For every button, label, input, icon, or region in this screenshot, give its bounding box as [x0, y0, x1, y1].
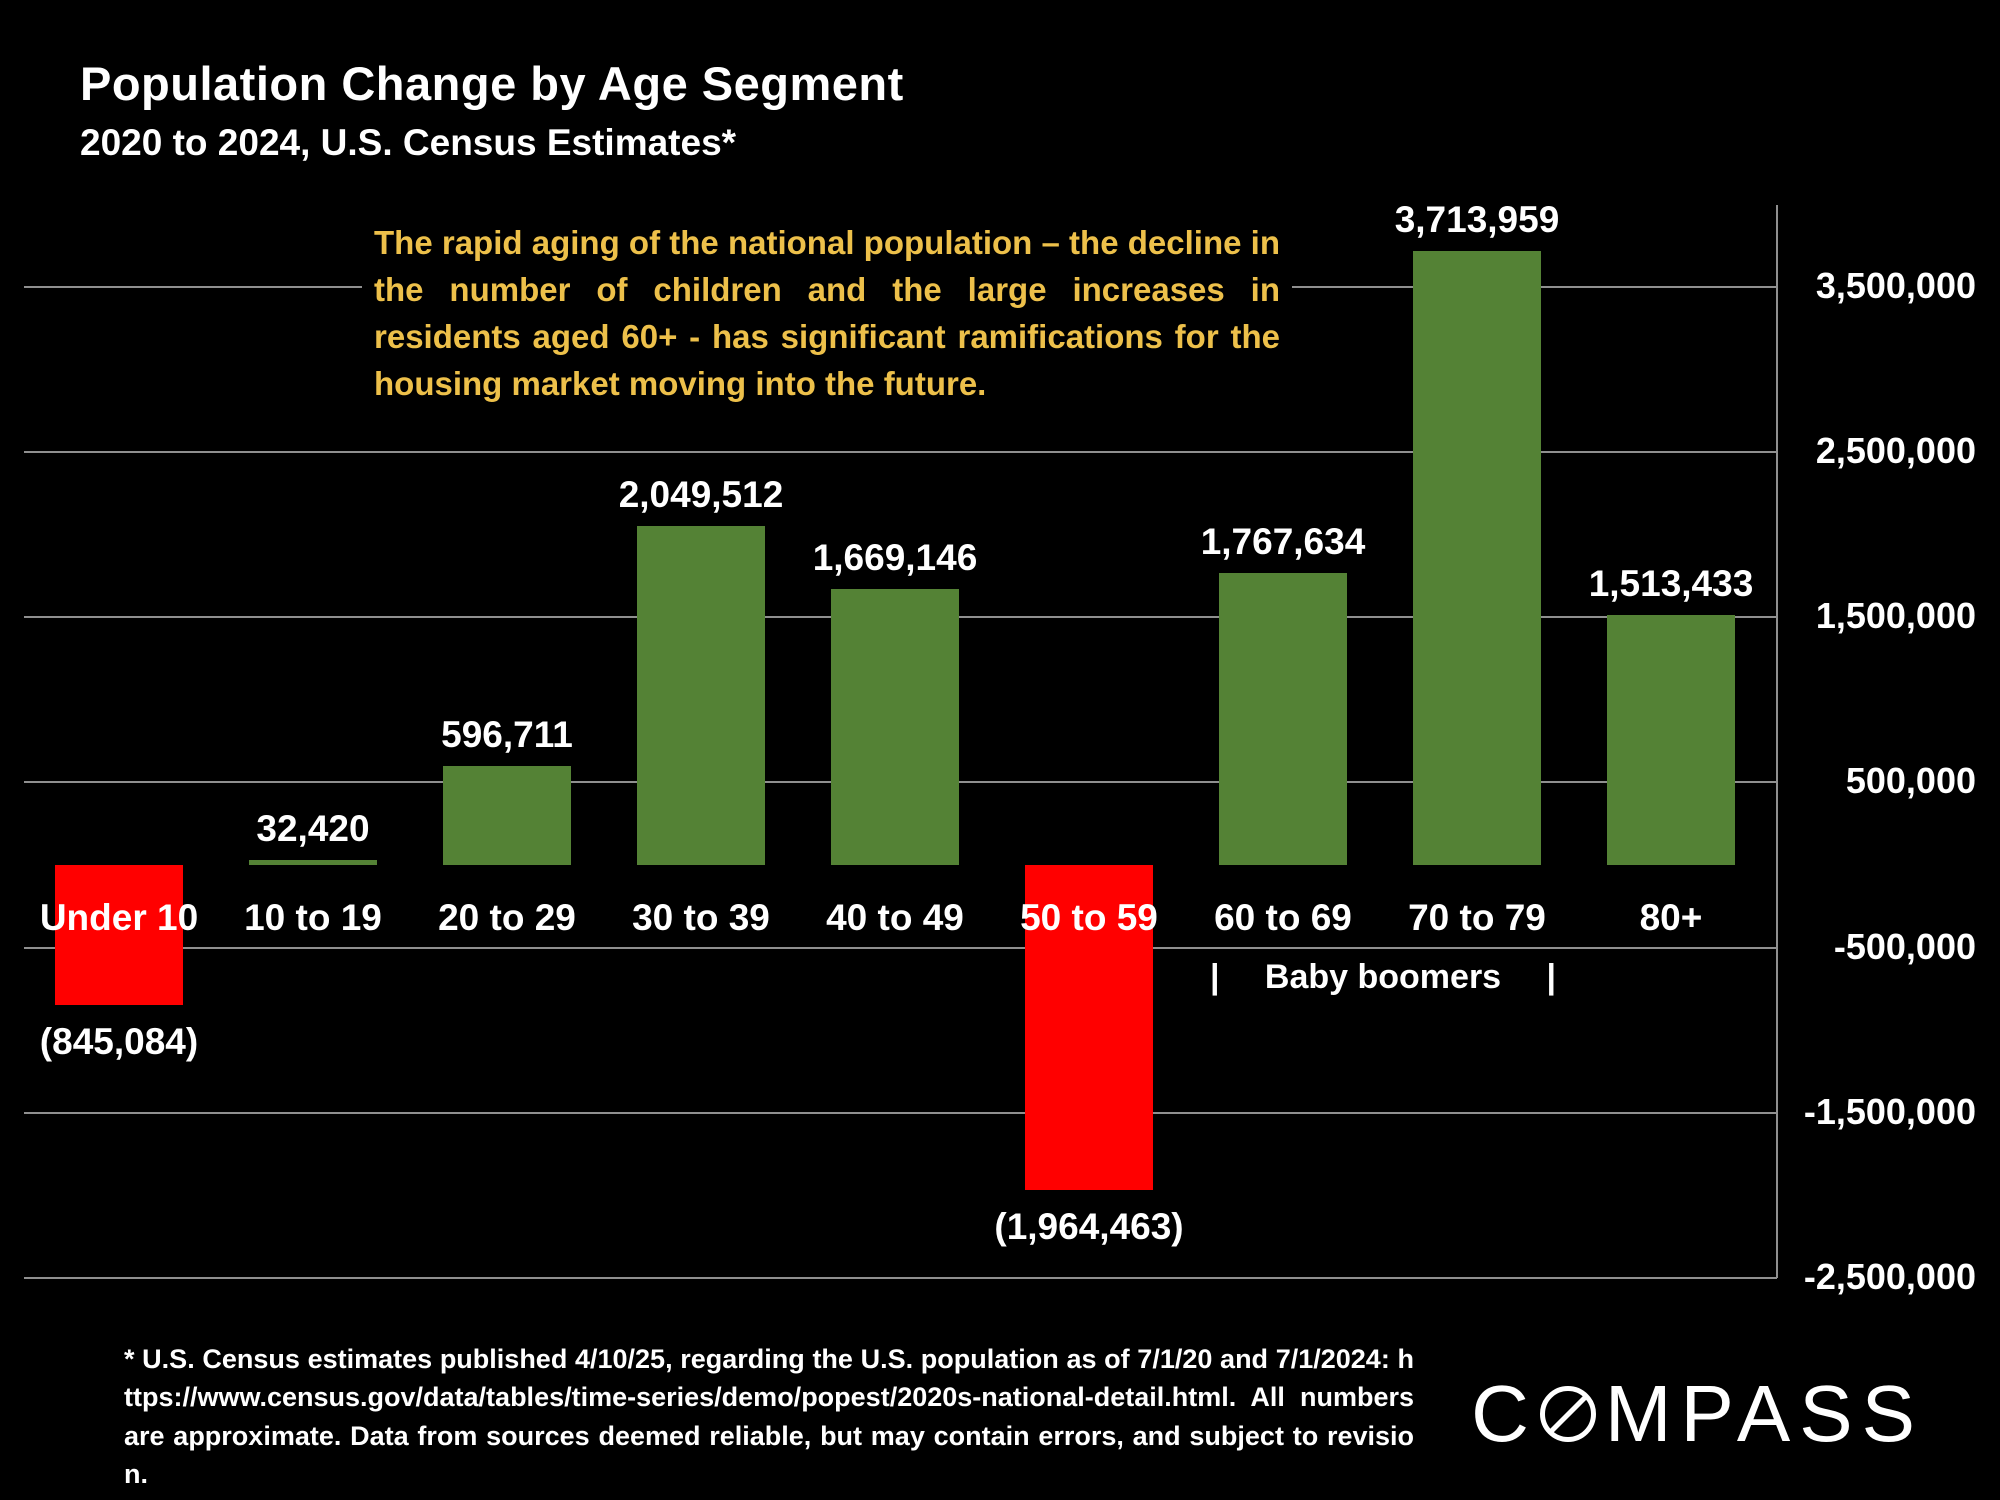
bar-value-label: (845,084) — [39, 1020, 199, 1062]
bar-positive — [1413, 251, 1541, 865]
category-label: 30 to 39 — [632, 897, 770, 938]
bar-positive — [1219, 572, 1347, 865]
gridline — [24, 1277, 1777, 1279]
y-axis-tick-label: 2,500,000 — [1815, 430, 1976, 471]
y-axis-line — [1776, 205, 1778, 1278]
boomers-left-pipe: | — [1210, 958, 1220, 996]
bar-positive — [637, 526, 765, 865]
baby-boomers-label: | Baby boomers | — [1210, 958, 1556, 997]
bar-value-label: 596,711 — [441, 714, 573, 756]
category-label: 20 to 29 — [438, 897, 576, 938]
y-axis-tick-label: 500,000 — [1845, 760, 1976, 802]
bar-value-label: 3,713,959 — [1394, 199, 1560, 241]
bar-positive — [1607, 614, 1735, 865]
boomers-text: Baby boomers — [1264, 958, 1502, 996]
chart-title: Population Change by Age Segment — [80, 57, 904, 110]
category-label: 10 to 19 — [244, 897, 382, 938]
gridline — [24, 946, 1777, 949]
bar-value-label: 32,420 — [256, 807, 370, 849]
bar-positive — [249, 859, 377, 865]
category-label: 40 to 49 — [826, 897, 964, 938]
logo-letter-c: C — [1471, 1369, 1538, 1458]
bar-negative — [1025, 865, 1153, 1190]
bar-value-label: 2,049,512 — [618, 474, 784, 516]
gridline — [24, 451, 1777, 453]
y-axis-tick-label: -500,000 — [1833, 925, 1976, 967]
category-label: 80+ — [1639, 897, 1703, 938]
category-label: 70 to 79 — [1408, 897, 1546, 938]
y-axis-tick-label: 3,500,000 — [1815, 264, 1976, 306]
compass-o-icon — [1539, 1386, 1596, 1442]
annotation-text: The rapid aging of the national populati… — [362, 214, 1292, 414]
chart-subtitle: 2020 to 2024, U.S. Census Estimates* — [80, 122, 737, 163]
gridline — [24, 1111, 1777, 1114]
bar-positive — [831, 589, 959, 865]
y-axis-tick-label: 1,500,000 — [1815, 595, 1976, 637]
bar-positive — [443, 766, 571, 865]
bar-value-label: 1,513,433 — [1588, 562, 1754, 604]
bar-value-label: (1,964,463) — [994, 1205, 1184, 1247]
logo-letters-mpass: MPASS — [1604, 1369, 1924, 1458]
bar-value-label: 1,767,634 — [1200, 520, 1366, 562]
bar-negative — [55, 865, 183, 1005]
compass-logo: C MPASS — [1471, 1368, 1924, 1460]
bar-value-label: 1,669,146 — [812, 537, 978, 579]
y-axis-tick-label: -1,500,000 — [1803, 1090, 1976, 1132]
footnote: * U.S. Census estimates published 4/10/2… — [124, 1344, 1414, 1489]
category-label: 60 to 69 — [1214, 897, 1352, 938]
category-label: Under 10 — [39, 897, 199, 938]
boomers-right-pipe: | — [1546, 958, 1556, 996]
compass-needle-icon — [1547, 1393, 1589, 1435]
y-axis-tick-label: -2,500,000 — [1803, 1256, 1976, 1297]
category-label: 50 to 59 — [1020, 897, 1158, 938]
